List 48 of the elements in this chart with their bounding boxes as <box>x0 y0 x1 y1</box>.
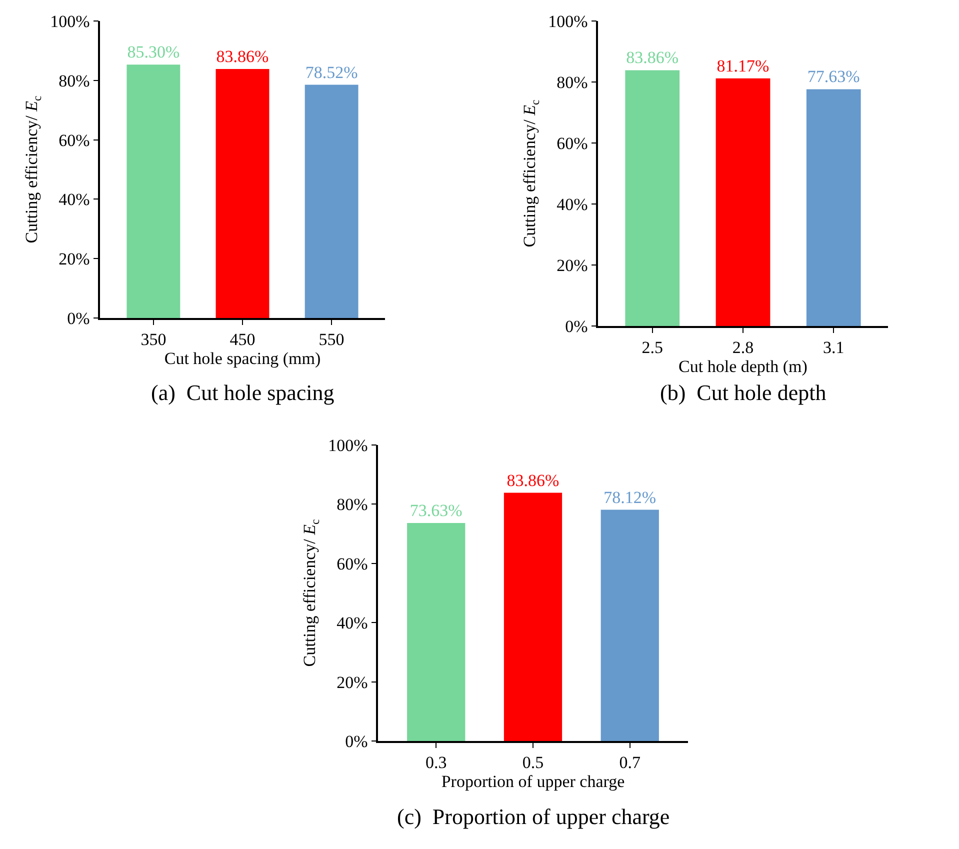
x-tick-label: 2.5 <box>642 338 664 358</box>
x-tick-label: 350 <box>140 330 166 350</box>
bar <box>216 68 270 318</box>
y-tick-label: 20% <box>58 250 90 269</box>
y-tick-label: 20% <box>556 256 588 275</box>
data-label: 83.86% <box>216 46 269 66</box>
y-tick-label: 0% <box>565 316 588 336</box>
x-axis-title: Cut hole spacing (mm) <box>164 349 321 368</box>
bar <box>806 89 861 326</box>
y-tick-label: 20% <box>336 672 368 692</box>
x-tick-label: 0.3 <box>426 753 447 772</box>
y-tick-label: 0% <box>345 732 368 751</box>
bar <box>625 70 680 326</box>
data-label: 78.52% <box>305 62 358 82</box>
data-label: 85.30% <box>127 42 180 62</box>
y-tick-label: 100% <box>50 12 90 31</box>
bar <box>126 64 180 318</box>
y-tick-label: 60% <box>58 130 90 150</box>
x-tick-label: 3.1 <box>823 338 844 358</box>
x-axis-title: Proportion of upper charge <box>441 772 625 792</box>
y-tick-label: 60% <box>336 554 368 574</box>
data-label: 78.12% <box>604 488 656 507</box>
bar <box>716 78 770 326</box>
y-tick-label: 100% <box>548 12 588 31</box>
x-tick-label: 550 <box>318 330 344 350</box>
data-label: 73.63% <box>410 501 462 520</box>
text: (a) Cut hole spacing <box>151 380 334 405</box>
data-label: 77.63% <box>807 67 860 86</box>
x-tick-label: 0.7 <box>619 753 642 772</box>
y-tick-label: 0% <box>67 308 90 328</box>
data-label: 83.86% <box>626 48 679 68</box>
y-tick-label: 100% <box>328 436 368 455</box>
y-tick-label: 80% <box>336 495 368 514</box>
x-axis-title: Cut hole depth (m) <box>678 357 808 376</box>
data-label: 81.17% <box>716 56 770 76</box>
y-tick-label: 80% <box>556 72 588 92</box>
text: (c) Proportion of upper charge <box>397 804 670 829</box>
x-tick-label: 2.8 <box>732 338 754 358</box>
data-label: 83.86% <box>506 470 560 490</box>
y-tick-label: 40% <box>556 194 588 214</box>
x-tick-label: 0.5 <box>522 753 544 772</box>
x-tick-label: 450 <box>230 330 256 350</box>
y-tick-label: 40% <box>336 614 368 633</box>
y-tick-label: 80% <box>58 71 90 90</box>
y-tick-label: 60% <box>556 134 588 153</box>
text: (b) Cut hole depth <box>660 380 826 405</box>
y-tick-label: 40% <box>58 190 90 210</box>
bar <box>304 84 358 318</box>
